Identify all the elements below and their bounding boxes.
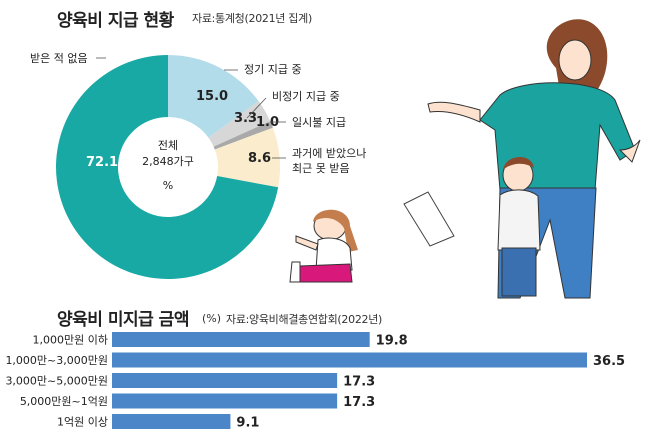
donut-chart-source: 자료:통계청(2021년 집계) bbox=[192, 12, 312, 25]
donut-center-label: 2,848가구 bbox=[142, 155, 194, 168]
bar-category-label: 3,000만~5,000만원 bbox=[5, 375, 108, 388]
bar-value-label: 36.5 bbox=[593, 354, 625, 369]
paper-illustration bbox=[403, 191, 455, 247]
bar-value-label: 19.8 bbox=[376, 334, 408, 349]
bar-category-label: 1,000만원 이하 bbox=[33, 333, 108, 347]
donut-value-label: 72.1 bbox=[86, 155, 118, 170]
donut-center-label: 전체 bbox=[158, 139, 178, 152]
donut-slice-label: 최근 못 받음 bbox=[292, 162, 350, 175]
donut-slice-label: 받은 적 없음 bbox=[30, 52, 88, 65]
bar bbox=[112, 332, 370, 347]
donut-chart: 15.0 정기 지급 중 3.3 비정기 지급 중 1.0 일시불 지급 8.6 과거에 받았… bbox=[30, 52, 366, 280]
bar-value-label: 17.3 bbox=[343, 375, 375, 390]
bar-category-label: 1,000만~3,000만원 bbox=[5, 354, 108, 367]
bar bbox=[112, 393, 338, 409]
bar-value-label: 17.3 bbox=[343, 395, 375, 410]
bar bbox=[112, 352, 587, 368]
donut-value-label: 8.6 bbox=[248, 151, 271, 166]
donut-slice bbox=[56, 55, 279, 280]
donut-value-label: 1.0 bbox=[256, 115, 279, 130]
donut-slice bbox=[208, 101, 271, 147]
donut-leader-line bbox=[246, 97, 267, 119]
bar-chart: 1,000만원 이하 19.8 1,000만~3,000만원 36.5 3,000만~5… bbox=[5, 332, 625, 431]
donut-slice bbox=[213, 121, 273, 150]
bar bbox=[112, 373, 338, 388]
bar-category-label: 1억원 이상 bbox=[57, 416, 108, 429]
donut-chart-title: 양육비 지급 현황 bbox=[57, 11, 174, 31]
donut-value-label: 3.3 bbox=[234, 111, 257, 126]
donut-center-label: % bbox=[163, 179, 173, 192]
donut-slice-label: 비정기 지급 중 bbox=[272, 90, 340, 103]
child-girl-figure bbox=[289, 209, 358, 283]
donut-slice bbox=[214, 127, 280, 188]
bar-category-label: 5,000만원~1억원 bbox=[20, 395, 108, 408]
bar bbox=[112, 414, 231, 429]
bar-chart-source: 자료:양육비해결총연합회(2022년) bbox=[226, 313, 383, 326]
bar-chart-unit: (%) bbox=[202, 312, 222, 325]
donut-value-label: 15.0 bbox=[196, 89, 228, 104]
donut-slice-label: 일시불 지급 bbox=[292, 115, 346, 129]
donut-slice bbox=[168, 55, 259, 138]
child-boy-figure bbox=[497, 156, 541, 297]
bar-chart-title: 양육비 미지급 금액 bbox=[57, 310, 189, 330]
donut-slice-label: 정기 지급 중 bbox=[244, 63, 302, 76]
parent-child-illustration bbox=[289, 19, 641, 299]
bar-value-label: 9.1 bbox=[236, 416, 259, 431]
donut-slice-label: 과거에 받았으나 bbox=[292, 147, 366, 160]
